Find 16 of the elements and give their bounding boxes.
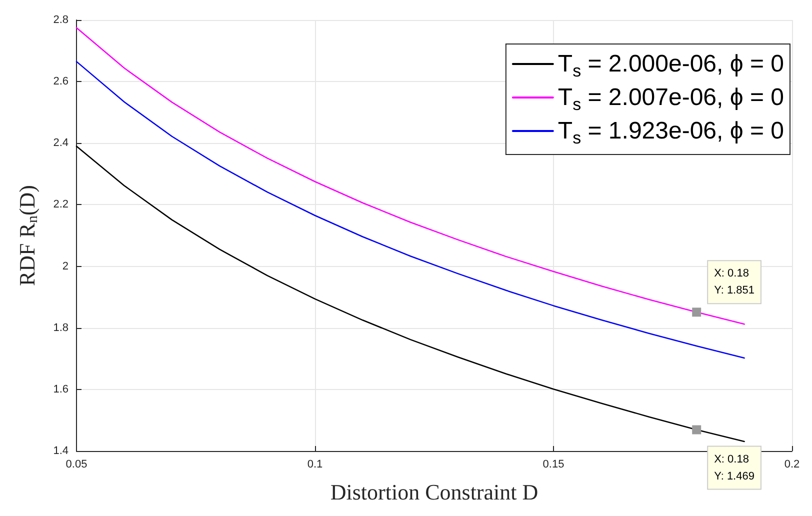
x-tick-label: 0.15 [542, 458, 564, 470]
annotation: X: 0.18 Y: 1.469 [714, 453, 754, 482]
x-axis-title: Distortion Constraint D [330, 480, 538, 504]
y-tick-label: 1.8 [53, 322, 68, 334]
y-tick-label: 2.2 [53, 198, 68, 211]
y-tick-label: 2 [62, 260, 68, 272]
y-tick-label: 2.6 [53, 76, 68, 88]
y-tick-label: 2.4 [53, 137, 68, 150]
y-axis-title: RDF Rn(D) [14, 184, 41, 286]
annotation: X: 0.18 Y: 1.851 [714, 268, 754, 297]
x-tick-label: 0.2 [784, 458, 800, 470]
x-tick-label: 0.1 [307, 458, 323, 470]
y-tick-label: 1.4 [53, 445, 68, 457]
y-tick-label: 1.6 [53, 383, 68, 396]
x-tick-label: 0.05 [66, 458, 88, 470]
y-tick-label: 2.8 [53, 14, 68, 26]
